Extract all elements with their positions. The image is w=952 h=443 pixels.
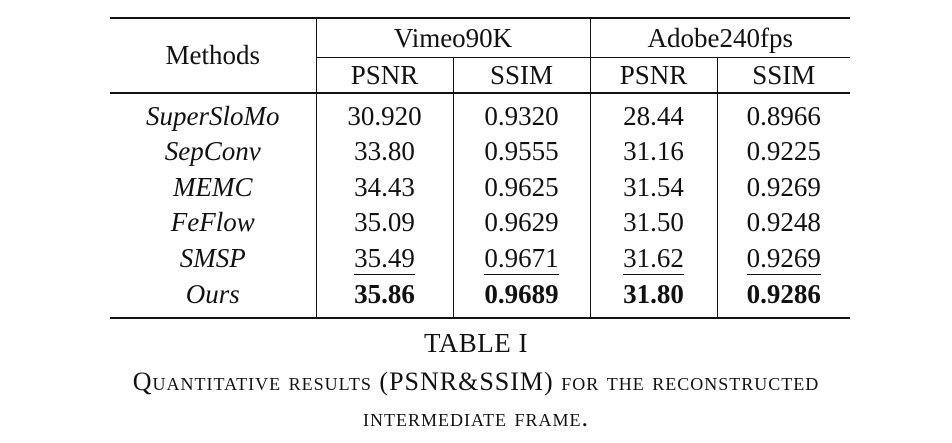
metric-value: 31.16 xyxy=(590,134,718,170)
method-name: SuperSloMo xyxy=(110,93,317,134)
metric-value: 0.9555 xyxy=(453,134,591,170)
method-name: MEMC xyxy=(110,169,317,206)
metric-value: 35.09 xyxy=(316,205,454,241)
metric-value: 0.9225 xyxy=(746,136,821,167)
metric-value: 0.9625 xyxy=(453,169,591,206)
metric-value: 0.9671 xyxy=(453,240,591,277)
metric-value-text: 31.62 xyxy=(623,243,684,276)
table-row: Ours 35.86 0.9689 31.80 0.9286 xyxy=(110,276,851,320)
table-caption-label: TABLE I xyxy=(423,328,529,358)
table-row: SepConv 33.80 0.9555 31.16 0.9225 xyxy=(110,134,850,170)
metric-value-text: 0.9269 xyxy=(746,243,821,276)
results-table: Methods Vimeo90K Adobe240fps PSNR SSIM P… xyxy=(110,17,851,320)
header-row-metrics: PSNR SSIM PSNR SSIM xyxy=(110,57,851,94)
method-name: SepConv xyxy=(110,134,317,170)
metric-value: 35.86 xyxy=(316,276,454,320)
metric-value: 0.9320 xyxy=(453,93,591,134)
header-metric: PSNR xyxy=(590,57,718,94)
metric-value: 31.80 xyxy=(590,276,718,320)
method-name: FeFlow xyxy=(110,205,317,241)
header-metric: SSIM xyxy=(717,57,851,94)
metric-value: 0.9689 xyxy=(453,276,591,320)
header-methods: Methods xyxy=(110,17,317,94)
metric-value: 0.9629 xyxy=(453,205,591,241)
header-metric: SSIM xyxy=(453,57,591,94)
header-row-groups: Methods Vimeo90K Adobe240fps xyxy=(110,17,851,94)
header-group-vimeo90k: Vimeo90K xyxy=(316,17,591,58)
table-row: SuperSloMo 30.920 0.9320 28.44 0.8966 xyxy=(110,93,850,134)
metric-value-text: 35.49 xyxy=(354,243,415,276)
metric-value: 31.54 xyxy=(590,169,718,206)
table-row: MEMC 34.43 0.9625 31.54 0.9269 xyxy=(110,169,850,206)
metric-value: 0.8966 xyxy=(746,100,821,131)
table-caption-line2: intermediate frame. xyxy=(363,403,589,432)
method-name: SMSP xyxy=(110,240,317,277)
metric-value: 34.43 xyxy=(316,169,454,206)
metric-value: 0.9286 xyxy=(717,276,851,320)
header-metric: PSNR xyxy=(316,57,454,94)
metric-value: 0.9269 xyxy=(717,241,850,277)
metric-value: 0.9269 xyxy=(746,171,821,202)
header-group-adobe240fps: Adobe240fps xyxy=(590,17,851,58)
metric-value-text: 0.9671 xyxy=(484,243,559,276)
method-name: Ours xyxy=(110,276,317,320)
metric-value: 28.44 xyxy=(590,93,718,134)
metric-value: 30.920 xyxy=(316,93,454,134)
metric-value: 0.9248 xyxy=(746,207,821,238)
metric-value: 35.49 xyxy=(316,240,454,277)
metric-value: 31.62 xyxy=(590,240,718,277)
table-body: SuperSloMo 30.920 0.9320 28.44 0.8966 SepConv… xyxy=(110,93,851,320)
table-caption-line1: Quantitative results (PSNR&SSIM) for the… xyxy=(132,367,820,396)
metric-value: 31.50 xyxy=(590,205,718,241)
table-row: SMSP 35.49 0.9671 31.62 0.9269 xyxy=(110,240,850,277)
table-row: FeFlow 35.09 0.9629 31.50 0.9248 xyxy=(110,205,850,241)
metric-value: 33.80 xyxy=(316,134,454,170)
